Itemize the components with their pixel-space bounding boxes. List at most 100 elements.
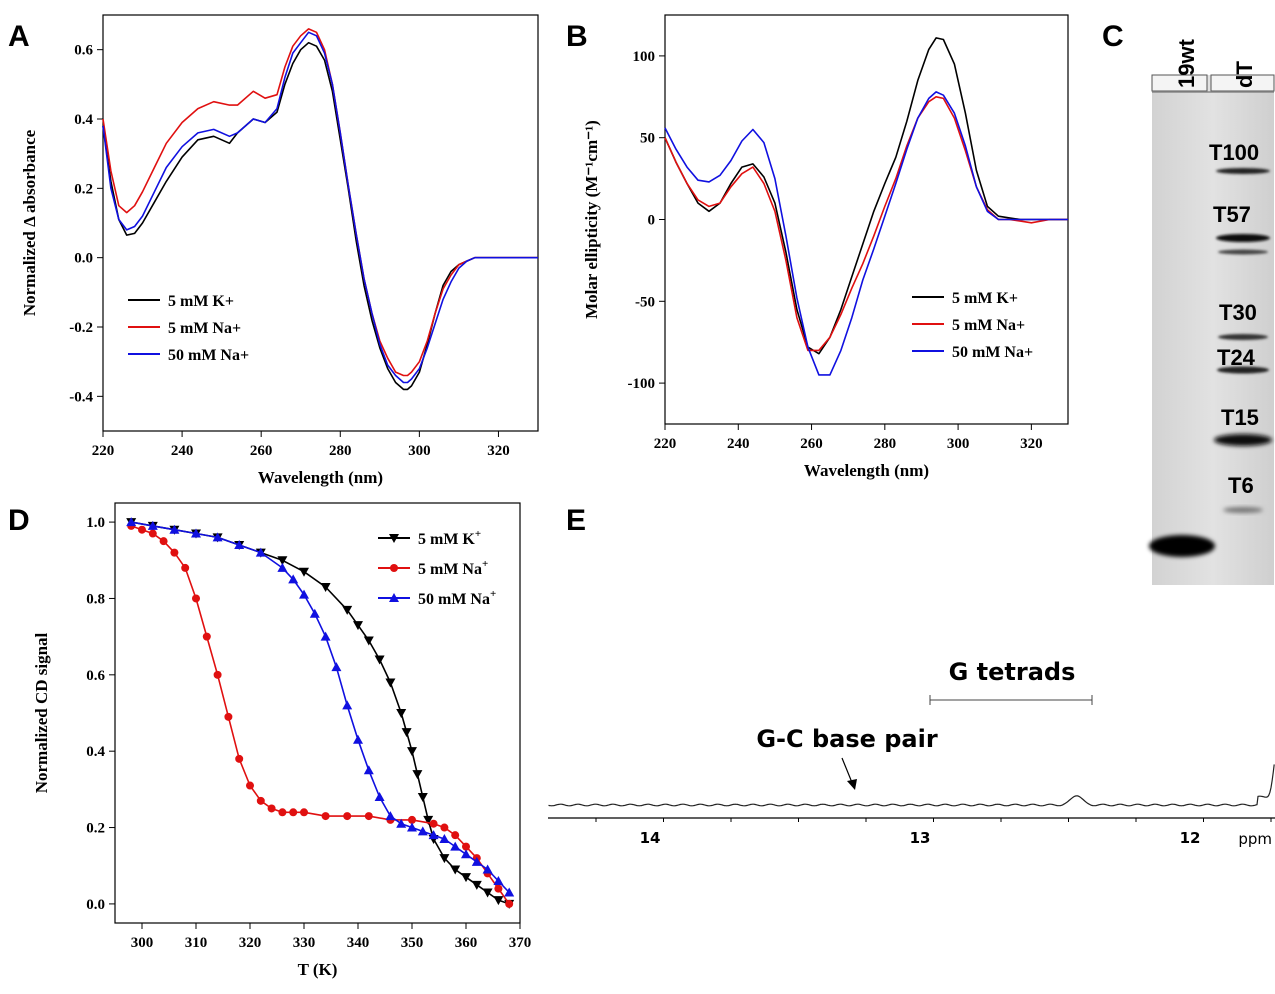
- y-tick-label: 100: [633, 49, 656, 65]
- data-point: [505, 899, 514, 908]
- x-tick-label: 330: [293, 935, 316, 951]
- series-line: [102, 31, 538, 384]
- data-point: [181, 563, 190, 572]
- gel-well-left: [1151, 74, 1208, 92]
- data-point: [429, 819, 438, 828]
- y-axis-label: Normalized CD signal: [32, 632, 51, 793]
- series-line: [664, 96, 1068, 352]
- panel-label-c: C: [1102, 20, 1124, 53]
- y-tick-label: 1.0: [86, 515, 105, 531]
- chart-d: 300 310 320 330 340 350 360 370 0.0 0.2 0.4 0.6 0.8 1…: [32, 502, 532, 979]
- data-point: [451, 831, 460, 840]
- data-point: [213, 670, 222, 679]
- data-point: [482, 888, 493, 898]
- data-point: [407, 747, 417, 757]
- nmr-tick-label: 14: [640, 829, 661, 847]
- legend-entry: 5 mM Na+: [952, 317, 1025, 334]
- g-tetrads-label: G tetrads: [949, 658, 1076, 686]
- data-point: [309, 608, 320, 618]
- legend-entry: 5 mM K+: [168, 293, 234, 310]
- data-point: [408, 815, 416, 824]
- x-tick-label: 280: [329, 443, 352, 459]
- data-point: [300, 808, 308, 817]
- x-axis-label: Wavelength (nm): [258, 468, 383, 487]
- data-point: [439, 854, 450, 864]
- data-point: [126, 517, 137, 527]
- data-point: [277, 562, 288, 572]
- data-point: [417, 793, 428, 802]
- y-tick-label: 50: [640, 131, 655, 147]
- data-point: [423, 815, 434, 825]
- data-point: [255, 547, 266, 557]
- gel-image: 19wt dT T100 T57 T30 T24 T15 T6: [1149, 38, 1275, 585]
- data-point: [353, 734, 363, 744]
- y-tick-label: 0.4: [74, 112, 93, 128]
- legend-marker: [390, 564, 398, 572]
- data-point: [385, 811, 396, 821]
- data-point: [267, 804, 276, 813]
- data-point: [471, 856, 482, 866]
- y-tick-label: 0.0: [86, 897, 105, 913]
- y-tick-label: -50: [635, 294, 655, 310]
- legend-entry: 5 mM K+: [952, 290, 1018, 307]
- x-tick-label: 320: [487, 443, 510, 459]
- plot-frame: [102, 14, 539, 432]
- gel-marker-t57: T57: [1213, 202, 1251, 227]
- data-point: [401, 728, 412, 738]
- series-line: [664, 37, 1068, 355]
- data-point: [235, 754, 244, 763]
- data-point: [396, 709, 407, 718]
- gel-band-t57b: [1218, 249, 1268, 255]
- data-point: [364, 812, 373, 821]
- data-point: [417, 826, 428, 836]
- data-point: [493, 876, 504, 885]
- y-axis-label: Molar ellipticity (M⁻¹cm⁻¹): [582, 120, 601, 319]
- data-point: [363, 765, 374, 775]
- data-point: [462, 842, 470, 851]
- data-point: [138, 525, 146, 534]
- y-tick-label: -0.2: [69, 320, 93, 336]
- legend-entry: 5 mM Na+: [168, 320, 241, 337]
- x-tick-label: 370: [509, 935, 532, 951]
- gel-band-t15: [1214, 434, 1272, 446]
- x-tick-label: 350: [401, 935, 424, 951]
- legend-entry: 5 mM Na+: [418, 558, 488, 578]
- legend-entry: 50 mM Na+: [168, 347, 249, 364]
- x-tick-label: 280: [874, 436, 897, 452]
- chart-b: 220 240 260 280 300 320 -100 -50 0 50 100 Wavelengt…: [582, 14, 1069, 480]
- gel-band-19wt: [1149, 535, 1215, 557]
- data-point: [343, 812, 352, 821]
- data-point: [342, 605, 353, 615]
- x-tick-label: 220: [92, 443, 115, 459]
- x-tick-label: 260: [250, 443, 273, 459]
- panel-label-e: E: [566, 504, 586, 537]
- x-tick-label: 320: [239, 935, 262, 951]
- data-point: [202, 632, 211, 641]
- data-point: [439, 834, 450, 843]
- y-axis-label: Normalized Δ absorbance: [20, 129, 39, 316]
- gel-background: [1152, 75, 1274, 585]
- legend-marker: [389, 593, 399, 602]
- x-tick-label: 300: [131, 935, 154, 951]
- panel-label-d: D: [8, 504, 30, 537]
- x-tick-label: 320: [1020, 436, 1043, 452]
- nmr-unit-label: ppm: [1238, 830, 1272, 848]
- nmr-tick-label: 13: [910, 829, 931, 847]
- gc-base-pair-label: G-C base pair: [756, 725, 938, 753]
- y-tick-label: 0.6: [74, 43, 93, 59]
- data-point: [159, 537, 168, 546]
- gc-arrow-head: [847, 779, 857, 790]
- gel-marker-t6: T6: [1228, 473, 1254, 498]
- data-point: [331, 662, 342, 672]
- data-point: [170, 548, 179, 557]
- data-point: [321, 812, 330, 821]
- data-point: [234, 540, 245, 549]
- data-point: [412, 770, 423, 780]
- data-point: [320, 631, 331, 641]
- data-point: [278, 808, 287, 817]
- x-tick-label: 340: [347, 935, 370, 951]
- data-point: [461, 873, 471, 883]
- data-point: [169, 524, 180, 534]
